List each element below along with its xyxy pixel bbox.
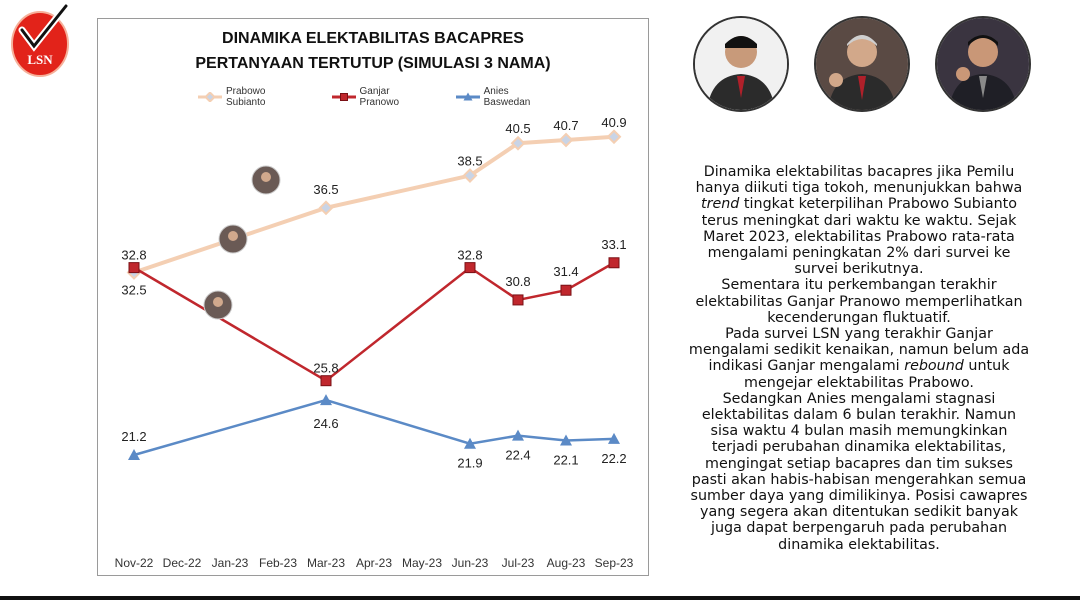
x-tick-label: May-23 [402, 556, 442, 570]
analysis-paragraph-3: Pada survei LSN yang terakhir Ganjar men… [688, 326, 1030, 391]
data-label: 32.8 [457, 248, 482, 263]
x-tick-label: Mar-23 [307, 556, 345, 570]
legend-swatch [331, 93, 356, 101]
data-label: 21.9 [457, 456, 482, 471]
analysis-text: Dinamika elektabilitas bacapres jika Pem… [688, 164, 1030, 553]
x-tick-label: Jul-23 [502, 556, 535, 570]
chart-subtitle: PERTANYAAN TERTUTUP (SIMULASI 3 NAMA) [195, 55, 551, 72]
logo-text: LSN [27, 52, 53, 67]
data-label: 25.8 [313, 361, 338, 376]
data-point [128, 449, 140, 460]
data-label: 24.6 [313, 416, 338, 431]
data-point [510, 135, 526, 151]
analysis-paragraph-1: Dinamika elektabilitas bacapres jika Pem… [695, 164, 1023, 278]
chart-legend: Prabowo Subianto Ganjar Pranowo Anies Basw… [198, 86, 558, 108]
series-line [133, 134, 615, 275]
data-point [464, 437, 476, 449]
data-point [512, 294, 524, 306]
candidate-photos [690, 16, 1050, 126]
data-point [608, 432, 620, 444]
x-tick-label: Apr-23 [356, 556, 392, 570]
candidate-photo-prabowo [693, 16, 789, 112]
data-point [560, 434, 572, 446]
data-point [606, 129, 622, 145]
data-label: 32.5 [121, 282, 146, 297]
data-label: 21.2 [121, 429, 146, 444]
data-label: 40.7 [553, 118, 578, 133]
legend-swatch [198, 92, 222, 102]
data-point [608, 257, 620, 269]
data-label: 22.2 [601, 451, 626, 466]
data-label: 22.4 [505, 448, 530, 463]
legend-label: Prabowo Subianto [225, 86, 266, 108]
data-point [464, 262, 476, 274]
candidate-photo-anies [935, 16, 1031, 112]
x-tick-label: Aug-23 [547, 556, 586, 570]
data-point [128, 262, 140, 274]
x-tick-label: Feb-23 [259, 556, 297, 570]
data-label: 22.1 [553, 452, 578, 467]
bottom-bar [0, 596, 1080, 600]
data-point [558, 132, 574, 148]
candidate-avatar-face [228, 231, 238, 241]
line-chart: 32.5 36.5 38.5 40.5 40.7 40.9 32.8 25.8 32.8 30.8… [115, 115, 634, 570]
data-point [463, 92, 473, 101]
candidate-avatar-face [261, 172, 271, 182]
data-point [318, 200, 334, 216]
data-point [339, 93, 348, 101]
data-label: 33.1 [601, 237, 626, 252]
data-label: 32.8 [121, 248, 146, 263]
x-tick-label: Jun-23 [452, 556, 489, 570]
x-tick-label: Sep-23 [595, 556, 634, 570]
chart-panel: DINAMIKA ELEKTABILITAS BACAPRES PERTANYA… [97, 18, 649, 576]
data-point [320, 375, 332, 387]
data-label: 40.9 [601, 115, 626, 130]
analysis-paragraph-4: Sedangkan Anies mengalami stagnasi elekt… [690, 390, 1028, 553]
legend-swatch [455, 92, 480, 101]
data-point [204, 92, 216, 102]
data-point [462, 168, 478, 183]
lsn-logo: LSN [8, 2, 72, 78]
series-line [133, 398, 615, 457]
data-point [560, 284, 572, 296]
x-tick-label: Nov-22 [115, 556, 154, 570]
data-point [320, 394, 332, 406]
series-line [133, 261, 615, 383]
data-label: 30.8 [505, 274, 530, 289]
data-label: 40.5 [505, 121, 530, 136]
data-label: 36.5 [313, 182, 338, 197]
x-tick-label: Jan-23 [212, 556, 249, 570]
candidate-avatar-face [213, 297, 223, 307]
legend-item: Prabowo Subianto [198, 86, 308, 108]
legend-item: Anies Baswedan [455, 86, 558, 108]
x-tick-label: Dec-22 [163, 556, 202, 570]
candidate-photo-ganjar [814, 16, 910, 112]
data-label: 38.5 [457, 154, 482, 169]
analysis-paragraph-2: Sementara itu perkembangan terakhir elek… [695, 277, 1023, 326]
chart-title: DINAMIKA ELEKTABILITAS BACAPRES [222, 30, 524, 47]
legend-label: Anies Baswedan [483, 86, 531, 108]
data-point [512, 429, 524, 441]
legend-item: Ganjar Pranowo [331, 86, 432, 108]
data-label: 31.4 [553, 264, 578, 279]
legend-label: Ganjar Pranowo [359, 86, 399, 108]
